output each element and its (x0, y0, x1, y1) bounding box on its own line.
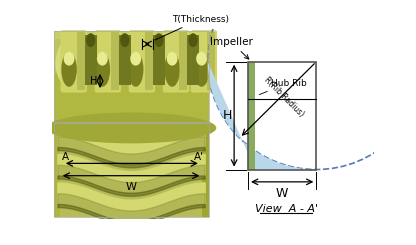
Ellipse shape (94, 52, 110, 87)
FancyBboxPatch shape (54, 123, 208, 217)
FancyBboxPatch shape (54, 31, 208, 122)
FancyBboxPatch shape (163, 30, 189, 93)
Ellipse shape (154, 33, 163, 47)
Text: A': A' (194, 151, 204, 161)
Ellipse shape (89, 40, 116, 86)
FancyBboxPatch shape (111, 33, 119, 90)
Ellipse shape (158, 40, 186, 86)
FancyBboxPatch shape (54, 69, 208, 122)
FancyBboxPatch shape (248, 62, 255, 170)
FancyBboxPatch shape (153, 35, 165, 85)
Text: H: H (223, 109, 233, 122)
Ellipse shape (120, 33, 129, 47)
Ellipse shape (188, 33, 198, 47)
FancyBboxPatch shape (119, 35, 131, 85)
Text: View  A - A': View A - A' (255, 204, 317, 214)
FancyBboxPatch shape (191, 30, 217, 93)
Ellipse shape (164, 52, 180, 87)
FancyBboxPatch shape (187, 35, 199, 85)
Text: Impeller: Impeller (210, 37, 253, 59)
FancyBboxPatch shape (202, 123, 208, 217)
Text: Hub Rib: Hub Rib (259, 79, 306, 95)
FancyBboxPatch shape (179, 33, 187, 90)
Ellipse shape (46, 112, 216, 143)
Text: W: W (276, 187, 288, 200)
Ellipse shape (128, 52, 144, 87)
Text: R(Rib Radius): R(Rib Radius) (262, 75, 306, 118)
Text: W: W (126, 182, 136, 192)
FancyBboxPatch shape (54, 123, 60, 217)
FancyBboxPatch shape (84, 35, 97, 85)
Ellipse shape (55, 40, 83, 86)
Ellipse shape (64, 52, 74, 66)
Polygon shape (208, 62, 316, 170)
FancyBboxPatch shape (77, 33, 84, 90)
Ellipse shape (130, 52, 141, 66)
FancyBboxPatch shape (207, 33, 215, 90)
Ellipse shape (86, 33, 95, 47)
Ellipse shape (167, 52, 178, 66)
FancyBboxPatch shape (54, 39, 208, 73)
FancyBboxPatch shape (94, 30, 121, 93)
Ellipse shape (196, 52, 207, 66)
Ellipse shape (97, 52, 108, 66)
Ellipse shape (122, 40, 149, 86)
Text: A: A (62, 151, 69, 161)
Text: H: H (90, 76, 97, 86)
Text: T(Thickness): T(Thickness) (155, 15, 229, 40)
Ellipse shape (194, 52, 209, 87)
FancyBboxPatch shape (145, 33, 153, 90)
FancyBboxPatch shape (219, 29, 374, 218)
Ellipse shape (61, 52, 77, 87)
FancyBboxPatch shape (60, 30, 87, 93)
Ellipse shape (188, 40, 215, 86)
FancyBboxPatch shape (129, 30, 155, 93)
